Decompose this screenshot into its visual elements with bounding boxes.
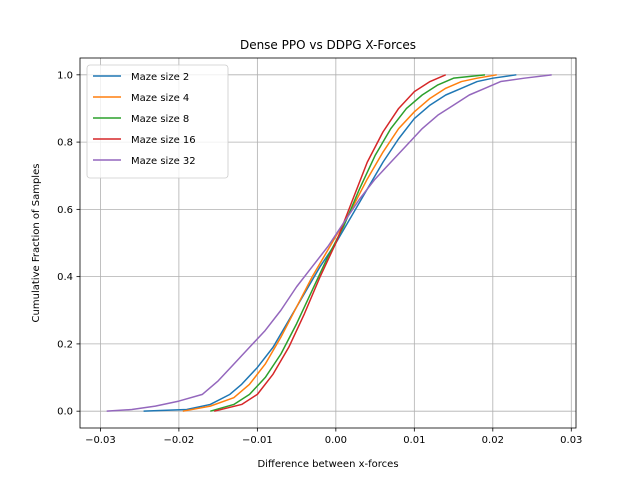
series-lines xyxy=(106,74,552,412)
x-tick-label: 0.01 xyxy=(403,435,425,446)
x-tick-label: 0.02 xyxy=(482,435,504,446)
y-tick-label: 0.8 xyxy=(57,138,73,149)
legend: Maze size 2 Maze size 4 Maze size 8 Maze si… xyxy=(86,64,229,179)
legend-label: Maze size 8 xyxy=(131,114,189,125)
x-tick-label: −0.01 xyxy=(242,435,273,446)
legend-label: Maze size 32 xyxy=(131,156,196,167)
plot-frame xyxy=(79,57,577,429)
axis-ticks: −0.03 −0.02 −0.01 0.00 0.01 0.02 0.03 0.0 0.2 0.4… xyxy=(57,70,582,446)
y-tick-label: 1.0 xyxy=(57,70,73,81)
series-line-4 xyxy=(214,74,447,412)
legend-label: Maze size 16 xyxy=(131,135,196,146)
y-tick-label: 0.6 xyxy=(57,205,73,216)
x-tick-label: −0.03 xyxy=(85,435,116,446)
x-tick-label: 0.03 xyxy=(560,435,582,446)
y-axis-label: Cumulative Fraction of Samples xyxy=(31,164,42,323)
y-tick-label: 0.0 xyxy=(57,407,73,418)
legend-label: Maze size 2 xyxy=(131,72,189,83)
series-line-1 xyxy=(143,74,517,412)
x-tick-label: −0.02 xyxy=(164,435,195,446)
chart-title: Dense PPO vs DDPG X-Forces xyxy=(240,38,416,52)
series-line-3 xyxy=(210,74,486,412)
x-tick-label: 0.00 xyxy=(325,435,347,446)
legend-box xyxy=(86,64,229,179)
y-tick-label: 0.4 xyxy=(57,272,73,283)
y-tick-label: 0.2 xyxy=(57,339,73,350)
x-axis-label: Difference between x-forces xyxy=(257,459,398,470)
legend-label: Maze size 4 xyxy=(131,93,189,104)
series-line-5 xyxy=(106,74,552,412)
